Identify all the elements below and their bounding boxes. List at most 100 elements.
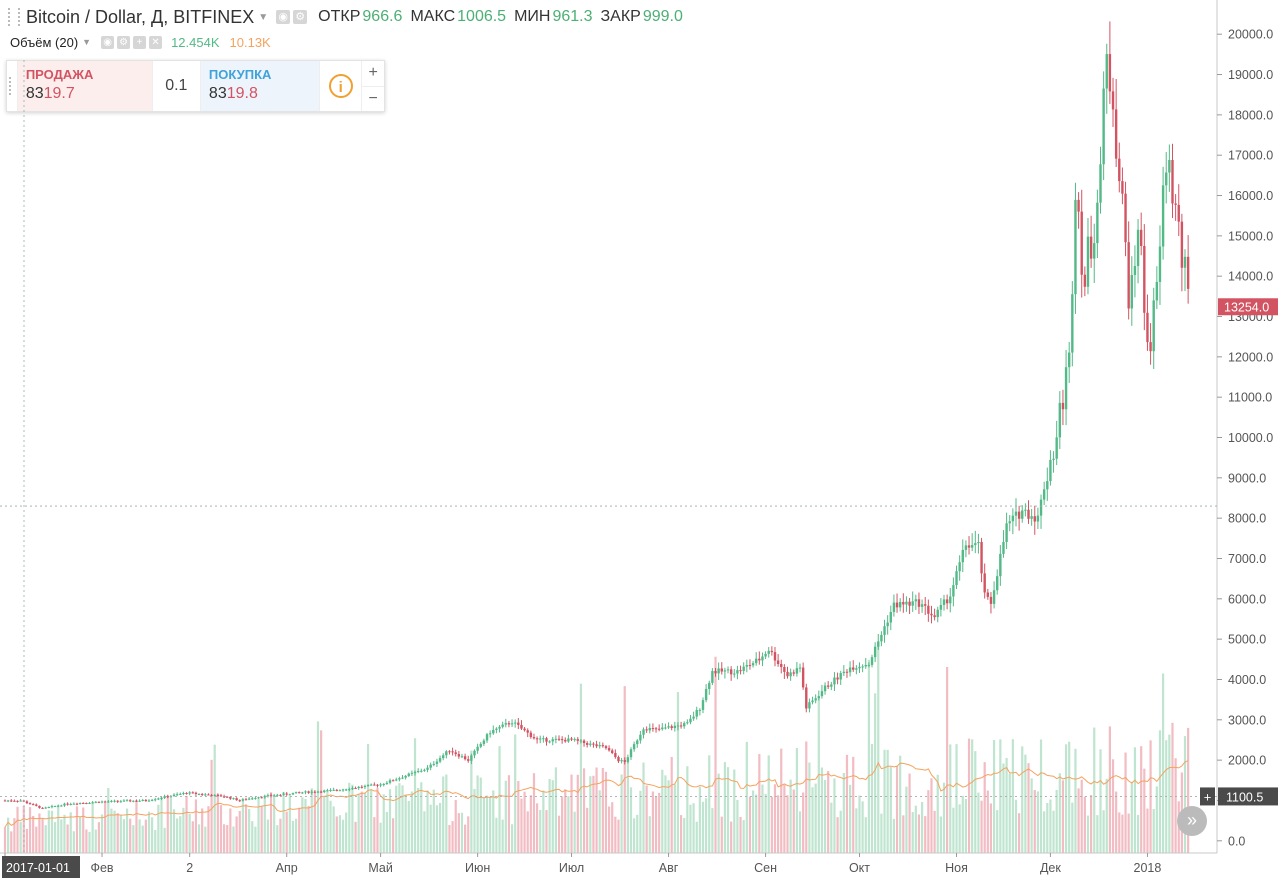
low-value: 961.3 <box>552 8 593 25</box>
volume-bar <box>914 805 917 853</box>
decrease-button[interactable]: − <box>368 89 378 107</box>
volume-bar <box>313 792 316 853</box>
candle-body <box>132 800 135 802</box>
volume-bar <box>855 808 858 853</box>
volume-bar <box>216 794 219 853</box>
volume-bar <box>1068 741 1071 853</box>
candle-body <box>451 751 454 753</box>
candle-body <box>213 794 216 796</box>
candle-body <box>1005 523 1008 542</box>
candle-body <box>370 784 373 786</box>
candle-body <box>1027 509 1030 519</box>
candle-body <box>548 741 551 743</box>
candle-body <box>410 772 414 774</box>
high-label: МАКС <box>410 8 456 25</box>
volume-bar <box>955 744 958 853</box>
y-tick-label: 9000.0 <box>1228 471 1266 485</box>
volume-bar <box>676 692 680 853</box>
candle-body <box>291 793 295 795</box>
candle-body <box>1049 459 1052 482</box>
sell-label: ПРОДАЖА <box>25 67 94 82</box>
symbol-title[interactable]: Bitcoin / Dollar, Д, BITFINEX <box>26 6 255 27</box>
candle-body <box>1183 256 1187 268</box>
candle-body <box>1105 54 1108 89</box>
candle-body <box>592 743 595 745</box>
candle-body <box>970 545 974 548</box>
candle-body <box>357 786 360 789</box>
volume-bar <box>22 805 25 853</box>
chevron-down-icon[interactable]: ▼ <box>258 11 269 23</box>
chevron-down-icon[interactable]: ▼ <box>82 37 92 47</box>
gear-icon[interactable]: ⚙ <box>117 35 131 49</box>
volume-bar <box>739 816 742 853</box>
candle-body <box>933 615 936 618</box>
volume-bar <box>651 791 655 853</box>
gear-icon[interactable]: ⚙ <box>293 10 308 24</box>
candle-body <box>1058 402 1062 438</box>
volume-bar <box>357 793 360 853</box>
candle-body <box>6 800 10 802</box>
volume-bar <box>429 804 432 853</box>
volume-bar <box>157 804 160 853</box>
volume-bar <box>867 659 870 853</box>
volume-bar <box>413 738 417 853</box>
volume-bar <box>883 749 886 853</box>
candle-body <box>523 728 526 731</box>
volume-bar <box>614 816 617 853</box>
y-tick-label: 20000.0 <box>1228 28 1273 42</box>
volume-bar <box>363 792 367 853</box>
plus-icon: + <box>1204 789 1212 804</box>
drag-handle-icon[interactable] <box>8 8 20 26</box>
volume-bar <box>507 775 511 853</box>
candle-body <box>551 739 554 742</box>
volume-bar <box>395 785 398 853</box>
x-tick-label: Май <box>368 861 393 875</box>
volume-bar <box>69 812 72 853</box>
candle-body <box>917 599 921 607</box>
candle-body <box>1177 204 1180 222</box>
candle-body <box>435 761 439 764</box>
candle-body <box>595 744 598 747</box>
volume-bar <box>1027 763 1030 853</box>
volume-label[interactable]: Объём (20) <box>10 34 79 50</box>
volume-bar <box>870 744 874 853</box>
buy-button[interactable]: ПОКУПКА 8319.8 <box>200 61 320 111</box>
candle-body <box>1017 511 1021 519</box>
volume-bar <box>470 750 473 853</box>
candle-body <box>770 650 774 653</box>
candle-body <box>41 807 44 809</box>
sell-button[interactable]: ПРОДАЖА 8319.7 <box>17 61 152 111</box>
volume-bar <box>542 790 545 853</box>
volume-bar <box>554 767 557 853</box>
candle-body <box>845 671 849 673</box>
scroll-to-realtime-button[interactable]: » <box>1177 806 1207 836</box>
increase-button[interactable]: + <box>362 61 385 87</box>
eye-icon[interactable]: ◉ <box>276 10 291 24</box>
volume-bar <box>820 767 824 853</box>
info-button[interactable]: i <box>319 61 361 111</box>
volume-bar <box>877 643 880 853</box>
candle-body <box>786 671 789 677</box>
close-icon[interactable]: ✕ <box>149 35 163 49</box>
candle-body <box>219 795 223 797</box>
candle-body <box>542 738 545 740</box>
candle-body <box>57 805 60 807</box>
candle-body <box>426 767 429 770</box>
candle-body <box>1096 202 1099 244</box>
candle-body <box>294 792 298 794</box>
candle-body <box>423 769 426 771</box>
quantity-field[interactable]: 0.1 <box>151 61 201 111</box>
volume-bar <box>341 819 345 853</box>
candle-body <box>1002 541 1005 554</box>
candle-body <box>830 684 833 687</box>
candle-body <box>1152 300 1155 352</box>
add-icon[interactable]: + <box>133 35 147 49</box>
volume-bar <box>798 811 802 853</box>
eye-icon[interactable]: ◉ <box>101 35 115 49</box>
drag-handle-icon[interactable] <box>7 61 18 111</box>
volume-bar <box>736 799 739 853</box>
candle-body <box>736 670 739 674</box>
volume-bar <box>404 794 407 853</box>
volume-bar <box>66 824 69 853</box>
